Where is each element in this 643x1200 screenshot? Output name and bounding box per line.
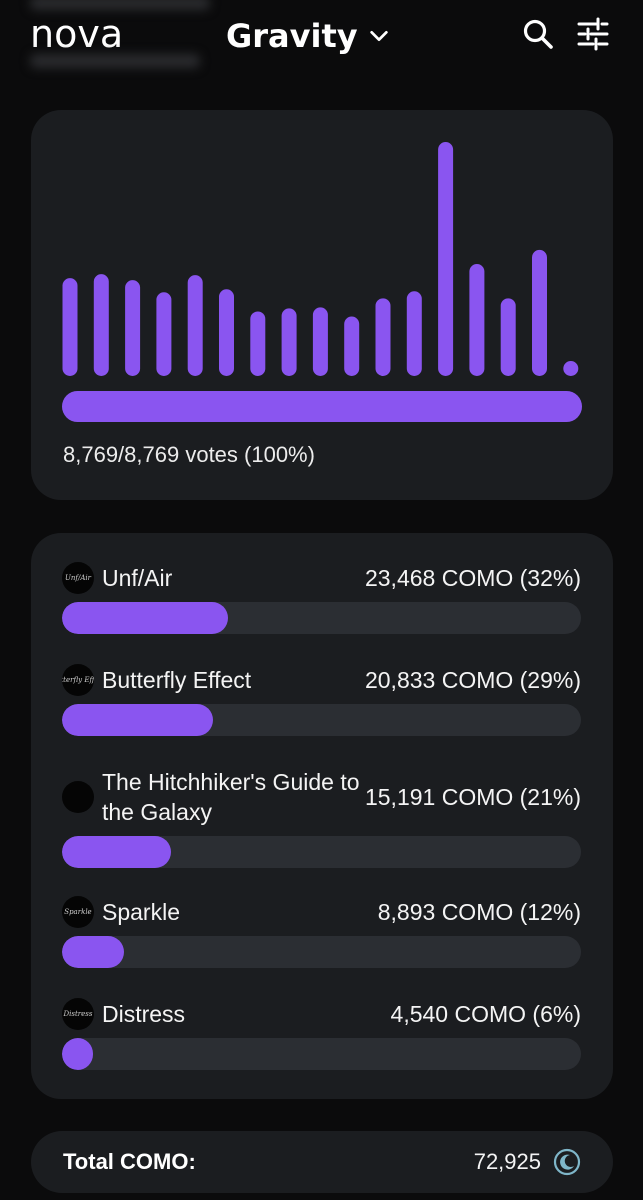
candidate-como-value: 8,893 COMO (12%): [377, 899, 581, 925]
total-como-card: Total COMO: 72,925: [31, 1131, 613, 1193]
candidate-avatar: [62, 781, 94, 813]
candidate-name: Sparkle: [102, 899, 180, 925]
votes-progress-text: 8,769/8,769 votes (100%): [63, 442, 315, 467]
chart-bar: [125, 280, 141, 376]
candidate-como-value: 20,833 COMO (29%): [364, 667, 581, 693]
chart-bar: [563, 361, 579, 376]
avatar-text: Sparkle: [64, 908, 92, 916]
chart-bar: [281, 308, 297, 376]
candidate-name: The Hitchhiker's Guide to the Galaxy: [102, 769, 360, 825]
moon-icon: [553, 1148, 581, 1176]
chart-bar: [156, 292, 172, 376]
candidate-avatar: Sparkle: [62, 896, 94, 928]
vote-bar-chart: [62, 142, 582, 422]
candidate-como-value: 23,468 COMO (32%): [364, 565, 581, 591]
candidate-avatar: Butterfly Effect: [62, 664, 94, 696]
chart-bar: [250, 311, 266, 376]
candidate-progress-track: [62, 836, 581, 868]
artist-selector[interactable]: Gravity: [226, 14, 390, 58]
candidate-avatar: Unf/Air: [62, 562, 94, 594]
candidate-progress-fill: [62, 602, 229, 634]
candidate-como-value: 15,191 COMO (21%): [364, 784, 581, 810]
blurred-status-line: [30, 54, 200, 68]
chart-bar: [375, 298, 391, 376]
candidate-progress-fill: [62, 1038, 94, 1070]
candidate-progress-fill: [62, 936, 125, 968]
chart-bar: [219, 289, 234, 376]
candidate-progress-track: [62, 602, 581, 634]
chart-bar: [312, 307, 328, 376]
chart-bar: [62, 278, 78, 376]
chart-bar: [438, 142, 454, 376]
candidate-avatar: Distress: [62, 998, 94, 1030]
chart-bar: [187, 275, 203, 376]
app-logo[interactable]: nova: [30, 12, 124, 56]
candidate-name: Butterfly Effect: [102, 667, 252, 693]
search-icon[interactable]: [521, 17, 555, 51]
avatar-text: Distress: [63, 1010, 93, 1018]
vote-chart-card: 8,769/8,769 votes (100%): [31, 110, 613, 500]
avatar-text: Butterfly Effect: [62, 676, 94, 684]
candidate-name: Unf/Air: [102, 565, 173, 591]
candidate-como-value: 4,540 COMO (6%): [390, 1001, 581, 1027]
candidate-list-card: Unf/Air Unf/Air 23,468 COMO (32%) Butterfly…: [31, 533, 613, 1099]
candidate-progress-fill: [62, 836, 171, 868]
app-header: nova Gravity: [0, 0, 643, 80]
votes-progress-fill: [62, 391, 582, 422]
chart-bar: [344, 316, 360, 376]
candidate-name: Distress: [102, 1001, 186, 1027]
candidate-progress-fill: [62, 704, 213, 736]
artist-name: Gravity: [226, 17, 358, 55]
candidate-progress-track: [62, 704, 581, 736]
chart-bar: [469, 264, 485, 376]
total-como-label: Total COMO:: [63, 1149, 196, 1174]
candidate-progress-track: [62, 936, 581, 968]
chart-bar: [532, 249, 547, 376]
avatar-text: Unf/Air: [65, 574, 91, 582]
chart-bar: [93, 274, 109, 376]
total-como-value: 72,925: [473, 1149, 541, 1174]
chart-bar: [500, 298, 516, 376]
blurred-status-line: [30, 0, 210, 10]
chevron-down-icon: [369, 30, 388, 42]
chart-bar: [406, 291, 422, 376]
sliders-icon[interactable]: [576, 17, 610, 51]
candidate-progress-track: [62, 1038, 581, 1070]
